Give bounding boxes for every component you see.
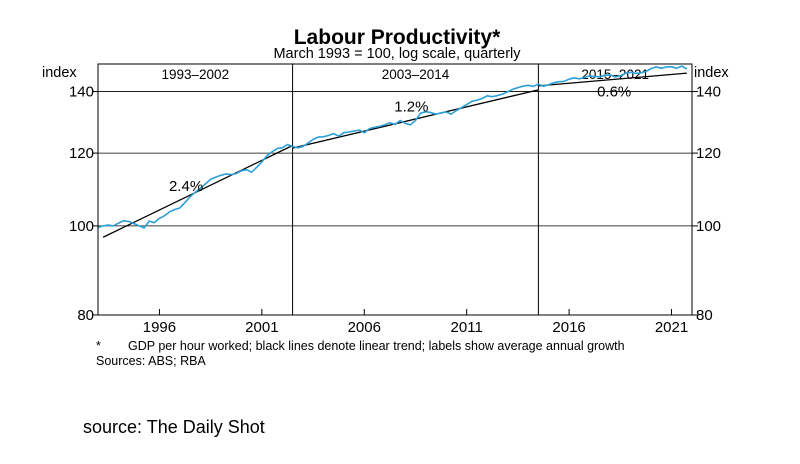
y-tick-label-right-80: 80 bbox=[696, 307, 713, 324]
footnote-text: GDP per hour worked; black lines denote … bbox=[128, 339, 625, 353]
grid-lines bbox=[98, 91, 692, 227]
footnote-marker: * bbox=[96, 339, 101, 353]
chart-notes: * GDP per hour worked; black lines denot… bbox=[96, 340, 688, 368]
y-tick-label-left-140: 140 bbox=[69, 84, 94, 101]
y-tick-label-right-120: 120 bbox=[696, 145, 721, 162]
growth-label-2: 0.6% bbox=[597, 83, 631, 100]
growth-label-1: 1.2% bbox=[394, 98, 428, 115]
chart-title: Labour Productivity* bbox=[294, 26, 501, 49]
x-tick-label-2016: 2016 bbox=[552, 319, 585, 336]
y-tick-label-right-100: 100 bbox=[696, 218, 721, 235]
series-lines bbox=[97, 65, 688, 229]
trend-line-2 bbox=[538, 72, 687, 87]
source-credit: source: The Daily Shot bbox=[83, 417, 265, 437]
x-tick-label-2021: 2021 bbox=[655, 319, 688, 336]
period-labels: 1993–2002 2003–2014 2015–2021 bbox=[162, 67, 649, 82]
footnote-row: * GDP per hour worked; black lines denot… bbox=[96, 340, 688, 353]
x-tick-labels: 1996 2001 2006 2011 2016 2021 bbox=[143, 309, 688, 336]
growth-labels: 2.4% 1.2% 0.6% bbox=[169, 83, 631, 194]
y-axis-label-right: index bbox=[694, 65, 729, 81]
y-tick-label-left-120: 120 bbox=[69, 145, 94, 162]
x-tick-label-2006: 2006 bbox=[348, 319, 381, 336]
trend-lines bbox=[102, 72, 687, 238]
plot-frame bbox=[97, 63, 693, 316]
sources-text: Sources: ABS; RBA bbox=[96, 354, 206, 368]
trend-line-1 bbox=[292, 89, 539, 149]
growth-label-0: 2.4% bbox=[169, 178, 203, 195]
y-tick-label-left-80: 80 bbox=[77, 307, 94, 324]
period-label-1: 2003–2014 bbox=[382, 67, 450, 82]
y-tick-label-right-140: 140 bbox=[696, 84, 721, 101]
x-tick-label-2011: 2011 bbox=[451, 319, 483, 336]
chart-subtitle: March 1993 = 100, log scale, quarterly bbox=[273, 46, 521, 62]
x-tick-label-1996: 1996 bbox=[143, 319, 176, 336]
y-axis-label-left: index bbox=[42, 65, 77, 81]
trend-line-0 bbox=[102, 144, 293, 238]
series-line-0 bbox=[97, 65, 688, 229]
y-tick-labels-right: 80 100 120 140 bbox=[692, 84, 721, 324]
period-dividers bbox=[292, 64, 539, 315]
period-label-0: 1993–2002 bbox=[162, 67, 230, 82]
y-tick-labels-left: 80 100 120 140 bbox=[69, 84, 98, 324]
y-tick-label-left-100: 100 bbox=[69, 218, 94, 235]
x-tick-label-2001: 2001 bbox=[245, 319, 278, 336]
